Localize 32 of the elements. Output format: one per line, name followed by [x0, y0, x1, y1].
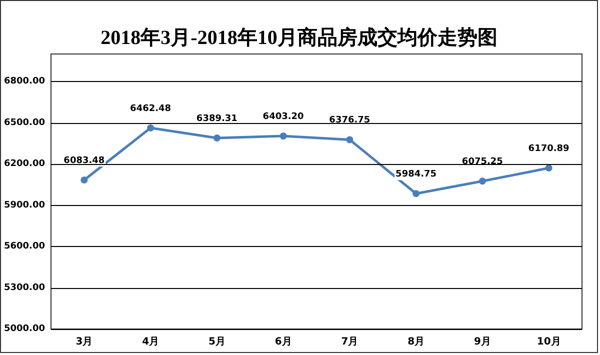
y-tick-label: 5900.00	[4, 200, 45, 210]
point	[346, 136, 354, 144]
data-label: 6403.20	[262, 112, 304, 122]
y-tick-label: 6200.00	[4, 159, 45, 169]
point	[280, 132, 287, 140]
point	[80, 176, 88, 184]
point	[478, 178, 486, 185]
data-label: 6376.75	[329, 116, 370, 126]
x-tick-label: 7月	[341, 336, 358, 348]
point	[545, 164, 552, 172]
y-tick-label: 5600.00	[4, 242, 45, 252]
chart-title: 2018年3月-2018年10月商品房成交均价走势图	[100, 26, 498, 49]
y-tick-label: 5300.00	[4, 282, 45, 293]
data-label: 6170.89	[528, 144, 570, 154]
x-tick-label: 3月	[76, 336, 93, 348]
x-tick-label: 8月	[408, 336, 425, 348]
y-tick-label: 6500.00	[4, 118, 45, 128]
data-label: 6083.48	[64, 156, 105, 166]
x-tick-label: 6月	[274, 336, 292, 348]
x-tick-label: 9月	[474, 336, 491, 348]
data-label: 6075.25	[462, 157, 503, 168]
point	[213, 134, 220, 142]
x-tick-label: 5月	[208, 336, 226, 348]
y-tick-label: 6800.00	[4, 76, 45, 86]
data-label: 6462.48	[130, 104, 172, 114]
x-tick-label: 4月	[142, 336, 160, 348]
y-tick-label: 5000.00	[4, 324, 45, 334]
x-tick-label: 10月	[536, 336, 561, 348]
data-label: 6389.31	[196, 114, 238, 124]
point	[147, 124, 154, 132]
data-label: 5984.75	[396, 170, 437, 180]
point	[412, 190, 420, 198]
